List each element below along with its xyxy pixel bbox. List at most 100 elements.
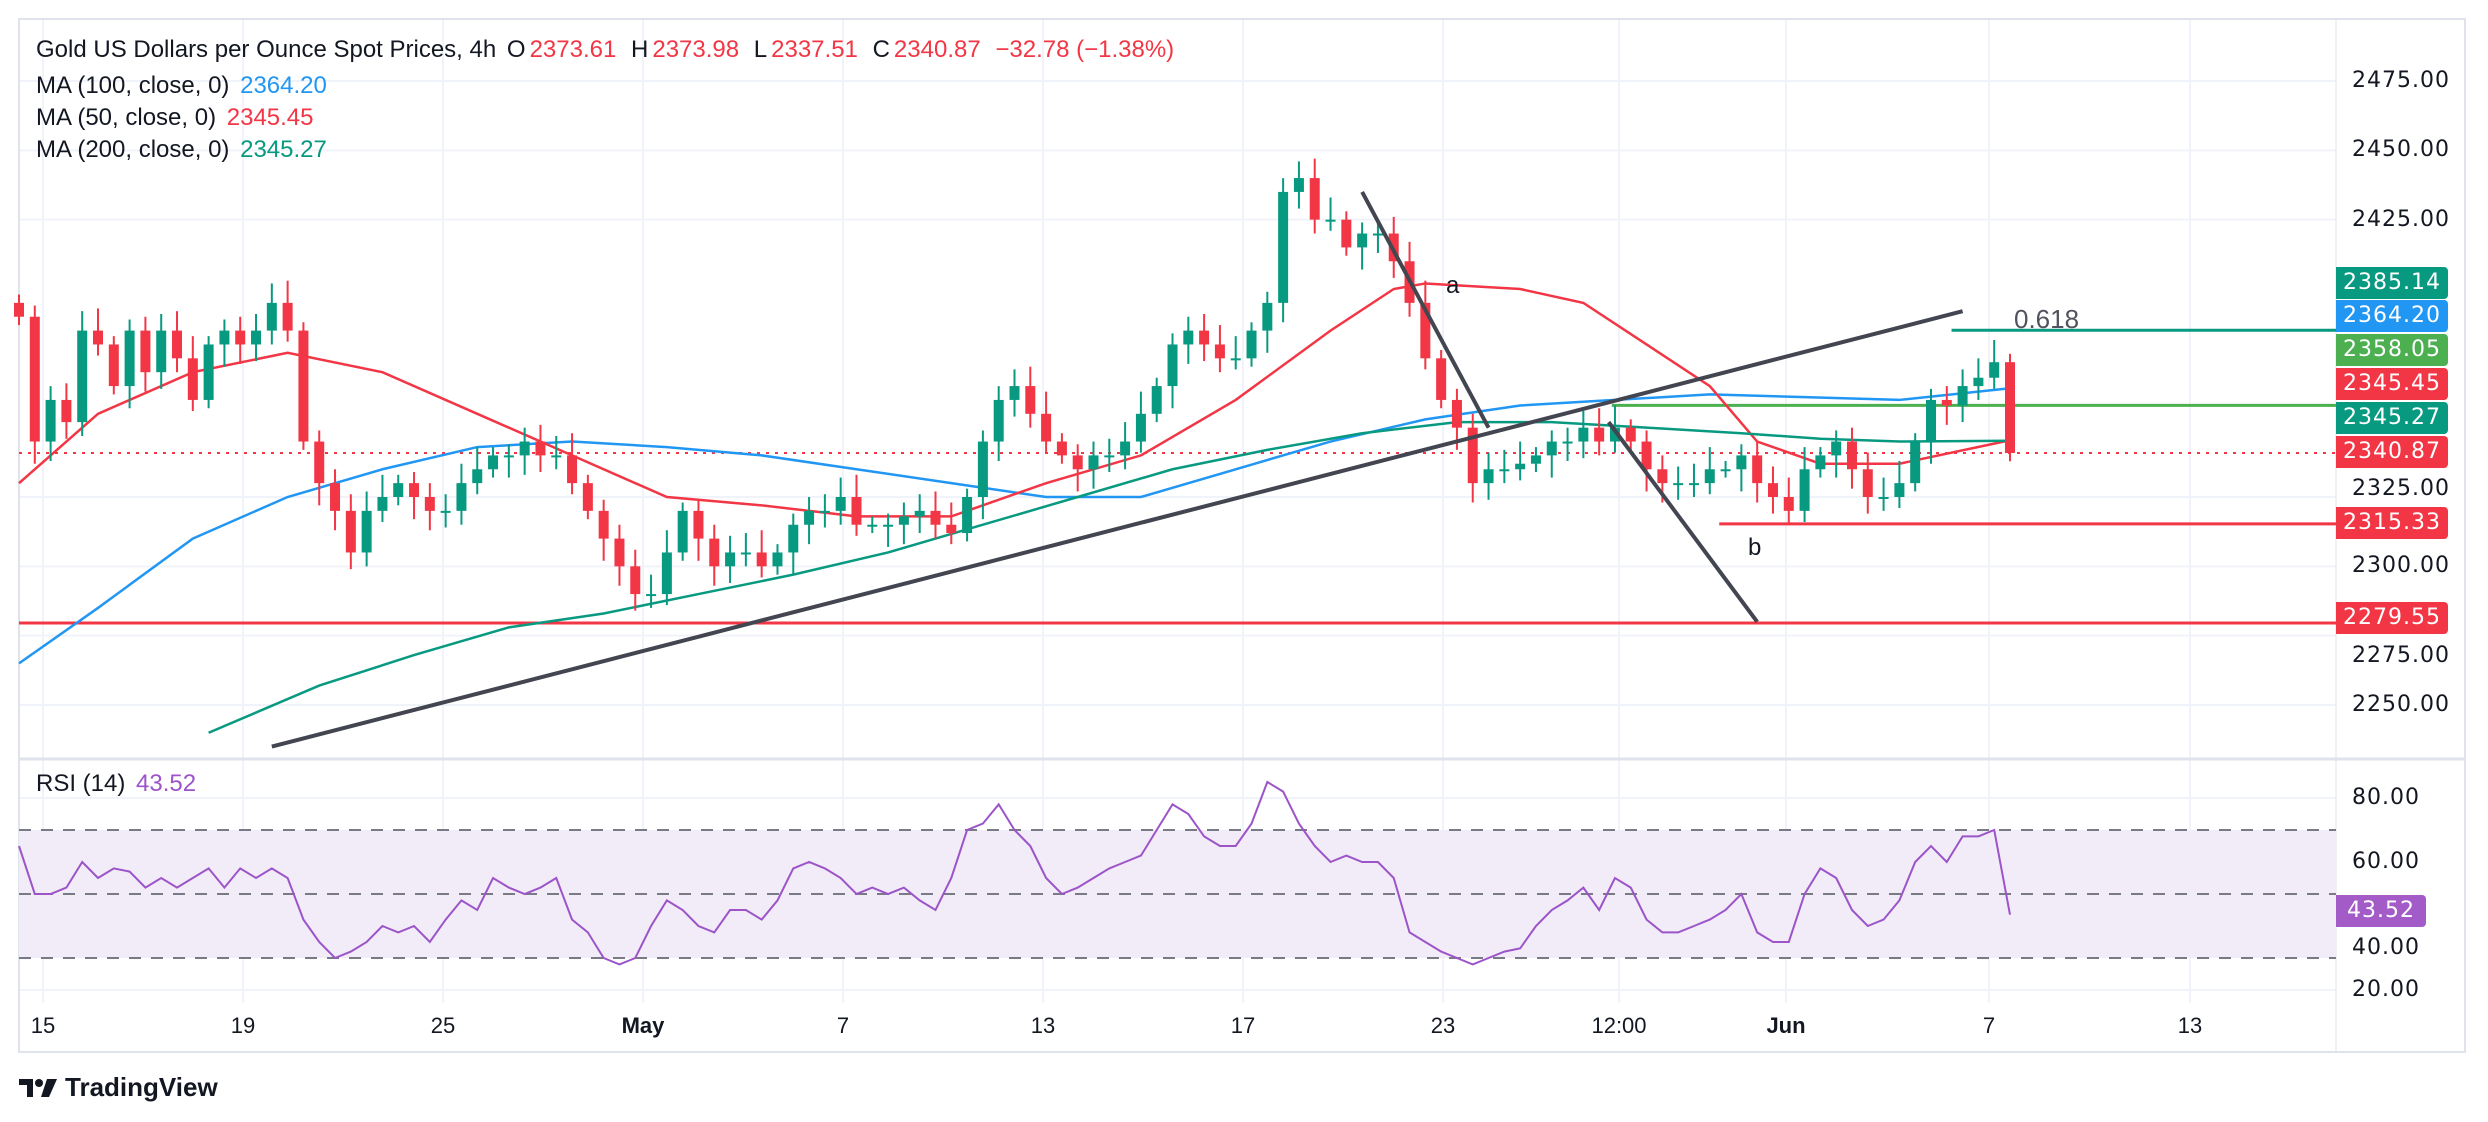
date-tick-label: 23 [1430, 1013, 1456, 1038]
candle-up [488, 455, 499, 470]
tradingview-logo[interactable]: TradingView [19, 1072, 218, 1103]
candle-down [930, 510, 941, 525]
rsi-tick-label: 60.00 [2352, 849, 2420, 874]
leg-a-trendline [1360, 190, 1491, 429]
candle-down [567, 455, 578, 484]
brand-name: TradingView [65, 1072, 218, 1102]
candle-up [472, 469, 483, 484]
price-badge: 2364.20 [2336, 300, 2448, 332]
price-tick-label: 2325.00 [2352, 476, 2450, 501]
candle-up [740, 552, 751, 555]
ma100-value: 2364.20 [240, 72, 327, 99]
candle-up [1262, 302, 1273, 331]
candle-down [345, 510, 356, 553]
candle-up [1278, 191, 1289, 303]
high-label: H [631, 36, 649, 63]
ma100-legend[interactable]: MA (100, close, 0) 2364.20 [36, 72, 331, 100]
price-badge: 2345.45 [2336, 368, 2448, 400]
candle-up [77, 330, 88, 423]
candle-up [962, 497, 973, 534]
candle-down [946, 524, 957, 534]
candle-down [1056, 441, 1067, 456]
candle-up [898, 516, 909, 525]
uptrend-trendline [271, 309, 1964, 749]
price-badge: 2340.87 [2336, 436, 2448, 468]
candle-down [1467, 427, 1478, 484]
candle-up [503, 455, 514, 458]
trendlines[interactable] [271, 190, 1964, 749]
price-badge: 2315.33 [2336, 507, 2448, 539]
candle-up [519, 441, 530, 456]
candle-up [440, 510, 451, 513]
candle-down [1767, 483, 1778, 497]
price-tick-label: 2250.00 [2352, 692, 2450, 717]
candle-down [108, 344, 119, 387]
candle-up [993, 399, 1004, 442]
price-tick-label: 2475.00 [2352, 68, 2450, 93]
symbol-title[interactable]: Gold US Dollars per Ounce Spot Prices, 4… [36, 36, 497, 63]
candle-down [1641, 441, 1652, 470]
date-tick-label: May [621, 1013, 665, 1038]
candle-up [1499, 469, 1510, 472]
rsi-tick-label: 80.00 [2352, 785, 2420, 810]
candles [14, 158, 2015, 611]
rsi-tick-label: 40.00 [2352, 935, 2420, 960]
date-tick-label: 7 [1982, 1013, 1996, 1038]
candle-down [1941, 399, 1952, 406]
date-tick-label: Jun [1766, 1013, 1806, 1038]
price-tick-label: 2300.00 [2352, 553, 2450, 579]
candle-down [709, 538, 720, 567]
ma200-legend[interactable]: MA (200, close, 0) 2345.27 [36, 136, 331, 164]
candle-down [535, 441, 546, 456]
candle-up [1088, 455, 1099, 470]
low-label: L [753, 36, 768, 63]
candle-up [1104, 455, 1115, 458]
candle-down [1341, 219, 1352, 248]
price-badge: 2358.05 [2336, 334, 2448, 366]
ma50-legend[interactable]: MA (50, close, 0) 2345.45 [36, 104, 318, 132]
candle-up [1688, 483, 1699, 486]
candle-up [1546, 441, 1557, 456]
candle-down [1436, 358, 1447, 400]
candle-down [14, 302, 24, 317]
candle-up [835, 497, 846, 511]
date-tick-label: 12:00 [1591, 1013, 1647, 1038]
rsi-badge: 43.52 [2336, 894, 2426, 927]
candle-down [187, 358, 198, 400]
close-label: C [872, 36, 890, 63]
candle-down [1199, 330, 1210, 345]
candle-up [1120, 441, 1131, 456]
symbol-legend: Gold US Dollars per Ounce Spot Prices, 4… [36, 36, 1178, 64]
rsi-legend[interactable]: RSI (14) 43.52 [36, 770, 200, 798]
candle-up [914, 510, 925, 517]
candle-down [424, 497, 435, 511]
price-tick-label: 2425.00 [2352, 206, 2450, 232]
candle-up [1230, 358, 1241, 361]
candle-up [1562, 441, 1573, 444]
candle-down [1451, 399, 1462, 428]
candle-down [1214, 344, 1225, 359]
candle-up [1973, 377, 1984, 387]
change-value: −32.78 (−1.38%) [995, 36, 1175, 63]
candle-up [456, 483, 467, 511]
candle-down [582, 483, 593, 511]
ma200-label: MA (200, close, 0) [36, 136, 230, 163]
candle-down [314, 441, 325, 484]
candle-up [646, 594, 657, 597]
candle-down [409, 483, 420, 497]
rsi-band-fill [19, 830, 2336, 958]
candle-up [867, 524, 878, 527]
candle-down [1752, 455, 1763, 484]
candle-down [598, 510, 609, 539]
candle-down [1072, 455, 1083, 470]
candle-up [1357, 233, 1368, 248]
candle-up [661, 552, 672, 595]
candle-down [630, 566, 641, 595]
date-tick-label: 13 [2177, 1013, 2203, 1038]
candle-up [377, 497, 388, 511]
candle-up [1957, 386, 1968, 406]
candle-up [1894, 483, 1905, 497]
candle-down [1594, 427, 1605, 442]
date-tick-label: 17 [1230, 1013, 1256, 1038]
